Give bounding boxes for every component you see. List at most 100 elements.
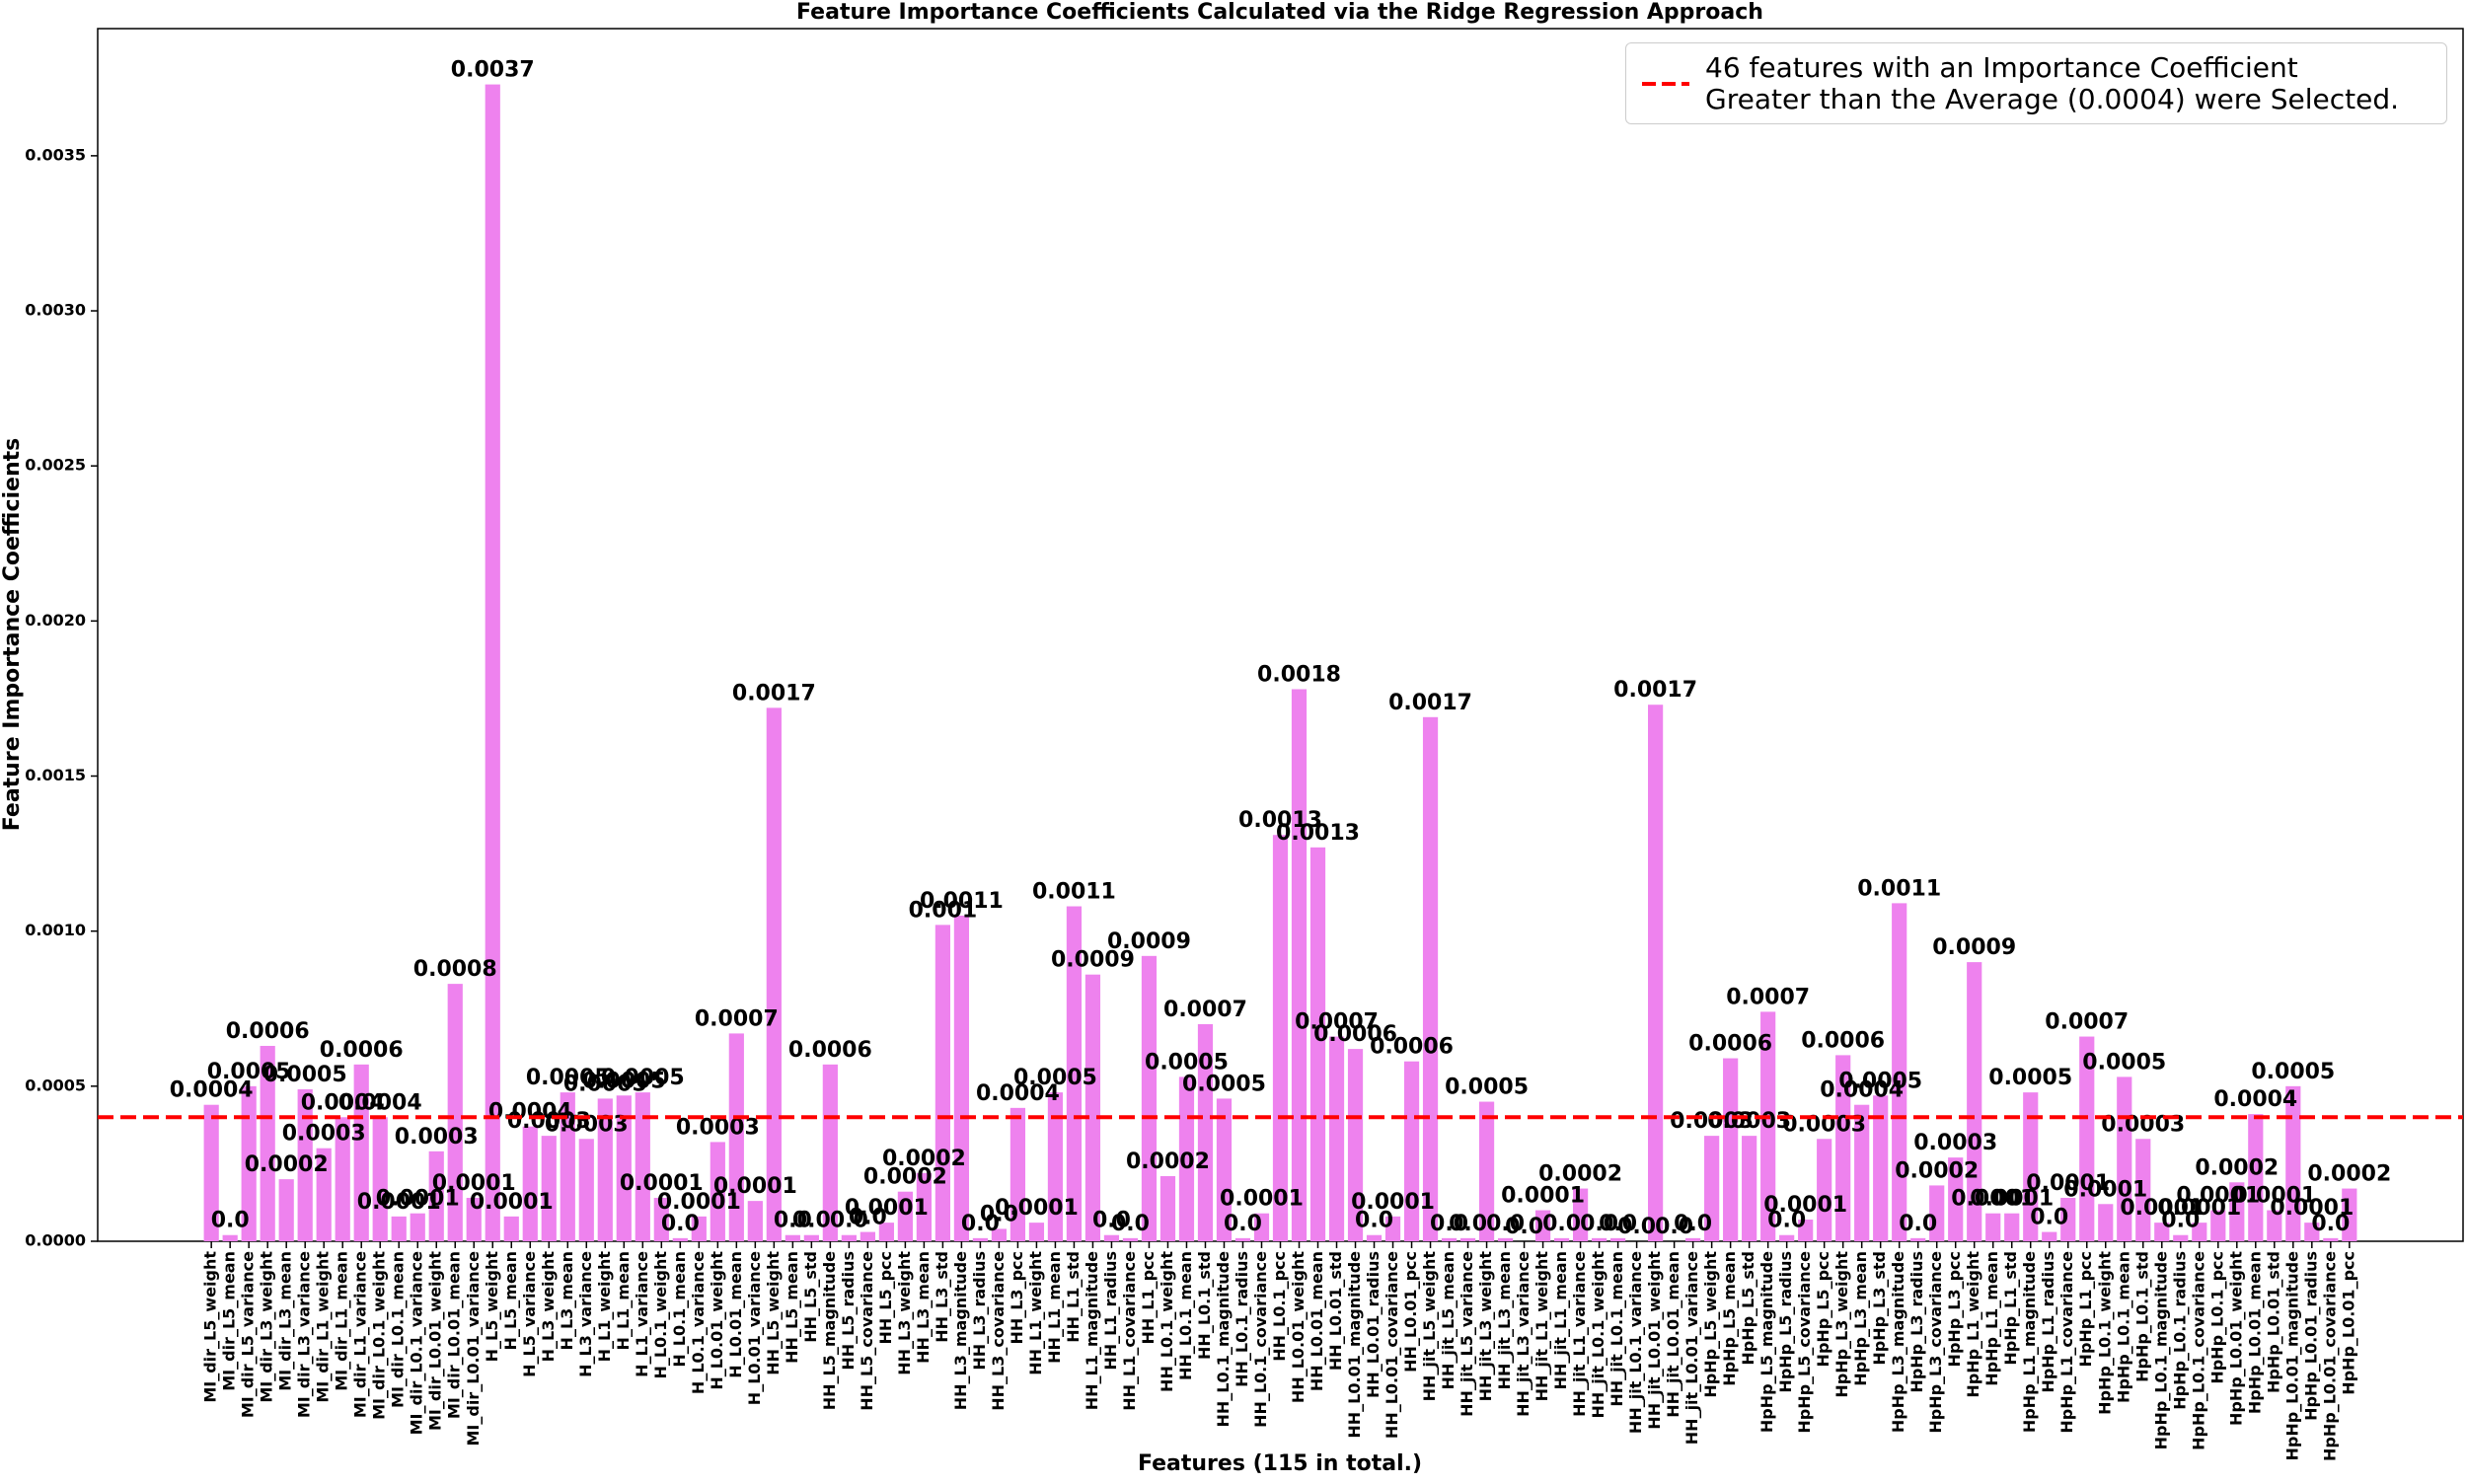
bar (953, 915, 970, 1241)
x-tick-label: H_L0.01_mean (726, 1251, 745, 1378)
value-label: 0.0007 (1295, 1010, 1379, 1035)
value-label: 0.0005 (1838, 1069, 1922, 1093)
value-label: 0.0005 (1445, 1076, 1529, 1100)
value-label: 0.0 (1092, 1209, 1131, 1233)
x-tick-label: H_L1_mean (614, 1251, 633, 1350)
value-label: 0.0 (1224, 1212, 1262, 1236)
value-label: 0.001 (909, 898, 978, 923)
bar (1253, 1213, 1270, 1241)
x-tick-label: HH_L3_std (933, 1251, 951, 1343)
bar (1723, 1058, 1739, 1241)
x-tick-label: HpHp_L3_covariance (1926, 1251, 1945, 1434)
bar (560, 1092, 575, 1241)
bar (1779, 1234, 1795, 1241)
value-label: 0.0005 (207, 1060, 291, 1084)
bar (1854, 1104, 1870, 1241)
x-tick-label: HH_L1_covariance (1120, 1251, 1139, 1411)
bar (1141, 955, 1158, 1241)
value-label: 0.0005 (601, 1066, 685, 1090)
value-label: 0.0005 (1988, 1066, 2072, 1090)
value-label: 0.0004 (488, 1100, 572, 1125)
bar (2154, 1223, 2170, 1241)
value-label: 0.0005 (1182, 1072, 1266, 1096)
bar (934, 925, 950, 1241)
bar (1835, 1055, 1851, 1241)
x-tick-label: HH_jit_L0.01_variance (1682, 1251, 1701, 1445)
bar (447, 984, 463, 1241)
bar (241, 1085, 257, 1241)
x-tick-label: HpHp_L3_radius (1907, 1251, 1926, 1393)
value-label: 0.0004 (338, 1090, 422, 1115)
value-label: 0.0001 (1970, 1187, 2054, 1212)
value-label: 0.0011 (1857, 876, 1941, 901)
value-label: 0.0006 (1801, 1028, 1885, 1053)
value-label: 0.0 (774, 1209, 812, 1233)
bar (2042, 1231, 2057, 1241)
x-tick-label: HpHp_L0.01_mean (2245, 1251, 2264, 1414)
x-tick-label: HH_L5_covariance (858, 1251, 876, 1411)
value-label: 0.0001 (1763, 1193, 1847, 1218)
bar (1066, 906, 1083, 1241)
bar (1103, 1234, 1120, 1241)
bar (1291, 689, 1308, 1241)
bar (635, 1092, 650, 1241)
value-label: 0.0 (1674, 1212, 1712, 1236)
x-tick-label: MI_dir_L5_weight (201, 1251, 220, 1403)
value-label: 0.0004 (976, 1081, 1060, 1106)
value-label: 0.0006 (320, 1038, 404, 1063)
x-tick-label: HpHp_L1_pcc (2076, 1251, 2095, 1367)
x-tick-label: HpHp_L5_radius (1776, 1251, 1795, 1393)
value-label: 0.0 (2161, 1209, 2200, 1233)
bar (485, 84, 500, 1241)
x-tick-label: HH_L5_radius (839, 1251, 858, 1371)
x-tick-label: HH_L0.1_std (1195, 1251, 1214, 1360)
x-tick-label: MI_dir_L1_weight (314, 1251, 333, 1403)
bar (1084, 974, 1101, 1241)
bar (2304, 1223, 2320, 1241)
bar (1591, 1237, 1607, 1241)
x-tick-label: MI_dir_L1_mean (333, 1251, 351, 1391)
x-tick-label: MI_dir_L3_mean (276, 1251, 295, 1391)
x-tick-label: MI_dir_L3_variance (295, 1251, 314, 1418)
value-label: 0.0007 (1726, 985, 1810, 1009)
x-tick-label: HH_L0.1_pcc (1270, 1251, 1289, 1362)
x-tick-label: HH_L3_radius (970, 1251, 989, 1371)
legend-label: 46 features with an Importance Coefficie… (1705, 50, 2400, 115)
x-tick-label: HH_jit_L1_weight (1533, 1251, 1551, 1402)
x-tick-label: MI_dir_L0.01_weight (426, 1251, 445, 1431)
x-tick-label: HH_jit_L5_variance (1458, 1251, 1476, 1417)
bar (278, 1179, 294, 1241)
x-tick-label: H_L3_variance (576, 1251, 595, 1377)
value-label: 0.0002 (245, 1152, 329, 1177)
y-tick-label: 0.0020 (25, 611, 86, 630)
x-tick-label: HH_L1_weight (1026, 1251, 1045, 1375)
x-tick-label: HH_L0.01_radius (1364, 1251, 1383, 1398)
bar (728, 1033, 744, 1241)
x-tick-label: HH_L0.01_std (1326, 1251, 1345, 1371)
bar (353, 1064, 369, 1241)
bar (2192, 1223, 2207, 1241)
value-label: 0.0002 (2307, 1162, 2391, 1187)
bar (1742, 1136, 1757, 1241)
x-tick-label: H_L0.01_weight (708, 1251, 726, 1390)
legend: 46 features with an Importance Coefficie… (1625, 42, 2447, 124)
x-tick-label: HpHp_L0.1_pcc (2207, 1251, 2226, 1384)
bar (1929, 1185, 1945, 1241)
x-tick-label: H_L3_mean (558, 1251, 576, 1350)
x-tick-label: HH_jit_L3_variance (1514, 1251, 1533, 1417)
x-tick-label: HH_L0.01_mean (1308, 1251, 1326, 1391)
value-label: 0.0001 (657, 1190, 741, 1215)
bar (297, 1088, 313, 1241)
bar (2060, 1197, 2076, 1241)
value-label: 0.0 (1486, 1212, 1525, 1236)
value-label: 0.0001 (2120, 1196, 2204, 1221)
bar (2285, 1085, 2301, 1241)
bar (541, 1136, 557, 1241)
value-label: 0.0001 (2026, 1171, 2110, 1196)
x-tick-label: HH_jit_L0.1_mean (1607, 1251, 1626, 1407)
bar (578, 1139, 594, 1241)
bar (1985, 1213, 2001, 1241)
value-label: 0.0001 (1501, 1184, 1585, 1209)
x-tick-label: HpHp_L0.1_magnitude (2151, 1251, 2170, 1450)
